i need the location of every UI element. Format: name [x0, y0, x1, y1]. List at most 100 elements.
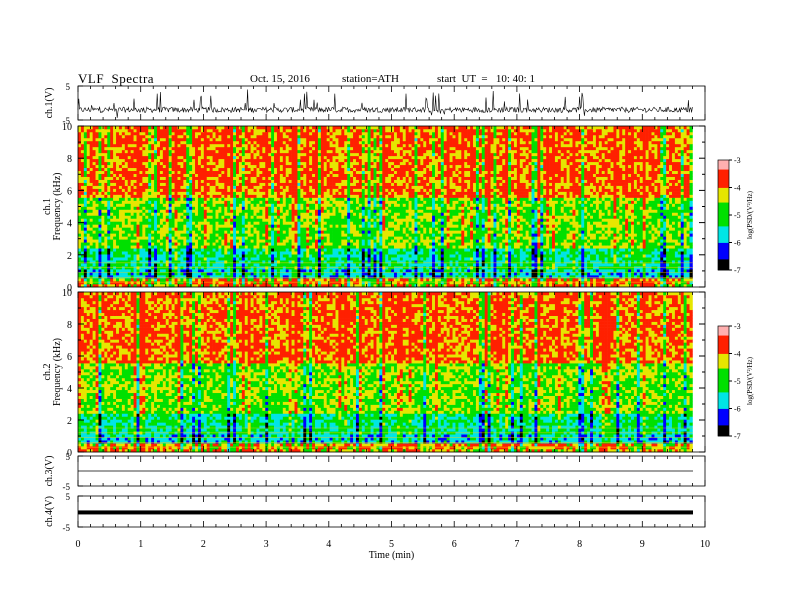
- spectrogram-cell: [200, 215, 205, 219]
- spectrogram-cell: [148, 215, 152, 219]
- spectrogram-cell: [233, 245, 237, 249]
- spectrogram-cell: [230, 134, 234, 139]
- spectrogram-cell: [195, 146, 199, 151]
- spectrogram-cell: [212, 176, 216, 180]
- spectrogram-cell: [157, 200, 161, 204]
- spectrogram-cell: [192, 152, 196, 157]
- spectrogram-cell: [262, 149, 266, 154]
- spectrogram-cell: [274, 158, 278, 163]
- spectrogram-cell: [212, 167, 216, 172]
- spectrogram-cell: [189, 164, 193, 169]
- spectrogram-cell: [186, 239, 190, 243]
- spectrogram-cell: [238, 146, 243, 151]
- spectrogram-cell: [276, 146, 281, 151]
- spectrogram-cell: [165, 131, 170, 136]
- spectrogram-cell: [113, 242, 117, 246]
- spectrogram-cell: [215, 275, 219, 279]
- spectrogram-cell: [142, 257, 146, 261]
- spectrogram-cell: [279, 191, 284, 195]
- spectrogram-cell: [142, 176, 146, 180]
- spectrogram-cell: [89, 224, 93, 228]
- spectrogram-cell: [168, 233, 172, 237]
- spectrogram-cell: [86, 164, 91, 169]
- spectrogram-cell: [253, 230, 257, 234]
- spectrogram-cell: [107, 126, 111, 130]
- spectrogram-cell: [165, 126, 170, 130]
- spectrogram-cell: [303, 164, 307, 169]
- spectrogram-cell: [317, 167, 322, 172]
- spectrogram-cell: [162, 134, 167, 139]
- spectrogram-cell: [151, 182, 155, 186]
- spectrogram-cell: [309, 143, 313, 148]
- spectrogram-cell: [195, 257, 199, 261]
- spectrogram-cell: [332, 182, 336, 186]
- spectrogram-cell: [271, 254, 275, 258]
- spectrogram-cell: [89, 254, 93, 258]
- spectrogram-cell: [268, 128, 272, 133]
- spectrogram-cell: [183, 236, 187, 240]
- spectrogram-cell: [256, 236, 260, 240]
- spectrogram-cell: [224, 179, 228, 183]
- spectrogram-cell: [145, 194, 149, 198]
- spectrogram-cell: [238, 203, 243, 207]
- spectrogram-cell: [118, 146, 123, 151]
- spectrogram-cell: [197, 126, 202, 130]
- spectrogram-cell: [189, 230, 193, 234]
- spectrogram-cell: [162, 272, 167, 276]
- spectrogram-cell: [317, 155, 322, 160]
- spectrogram-cell: [101, 149, 105, 154]
- spectrogram-cell: [323, 206, 328, 210]
- spectrogram-cell: [250, 275, 254, 279]
- spectrogram-cell: [177, 245, 181, 249]
- spectrogram-cell: [110, 188, 114, 192]
- spectrogram-cell: [136, 278, 140, 282]
- spectrogram-cell: [230, 164, 234, 169]
- spectrogram-cell: [151, 272, 155, 276]
- spectrogram-cell: [86, 221, 91, 225]
- spectrogram-cell: [95, 278, 99, 282]
- spectrogram-cell: [288, 146, 292, 151]
- spectrogram-cell: [221, 275, 225, 279]
- spectrogram-cell: [338, 236, 342, 240]
- spectrogram-cell: [186, 209, 190, 213]
- spectrogram-cell: [145, 146, 149, 151]
- spectrogram-cell: [133, 278, 137, 282]
- spectrogram-cell: [215, 239, 219, 243]
- spectrogram-cell: [262, 233, 266, 237]
- spectrogram-cell: [271, 140, 275, 145]
- spectrogram-cell: [83, 224, 88, 228]
- spectrogram-cell: [209, 230, 213, 234]
- spectrogram-cell: [320, 284, 325, 288]
- spectrogram-cell: [136, 263, 140, 267]
- spectrogram-cell: [86, 146, 91, 151]
- spectrogram-cell: [86, 197, 91, 201]
- spectrogram-cell: [294, 200, 298, 204]
- spectrogram-cell: [236, 143, 240, 148]
- spectrogram-cell: [183, 203, 187, 207]
- spectrogram-cell: [206, 134, 210, 139]
- spectrogram-cell: [162, 149, 167, 154]
- spectrogram-cell: [157, 134, 161, 139]
- spectrogram-cell: [95, 176, 99, 180]
- spectrogram-cell: [121, 146, 126, 151]
- spectrogram-cell: [139, 140, 143, 145]
- spectrogram-cell: [274, 155, 278, 160]
- spectrogram-cell: [306, 179, 310, 183]
- spectrogram-cell: [136, 179, 140, 183]
- spectrogram-cell: [227, 221, 231, 225]
- spectrogram-cell: [250, 200, 254, 204]
- spectrogram-cell: [159, 191, 164, 195]
- spectrogram-cell: [341, 248, 345, 252]
- spectrogram-cell: [312, 140, 316, 145]
- spectrogram-cell: [221, 260, 225, 264]
- spectrogram-cell: [127, 126, 131, 130]
- spectrogram-cell: [233, 194, 237, 198]
- spectrogram-cell: [197, 134, 202, 139]
- spectrogram-cell: [110, 239, 114, 243]
- spectrogram-cell: [92, 158, 96, 163]
- spectrogram-cell: [168, 257, 172, 261]
- spectrogram-cell: [230, 230, 234, 234]
- spectrogram-cell: [221, 254, 225, 258]
- spectrogram-cell: [113, 248, 117, 252]
- spectrogram-cell: [320, 221, 325, 225]
